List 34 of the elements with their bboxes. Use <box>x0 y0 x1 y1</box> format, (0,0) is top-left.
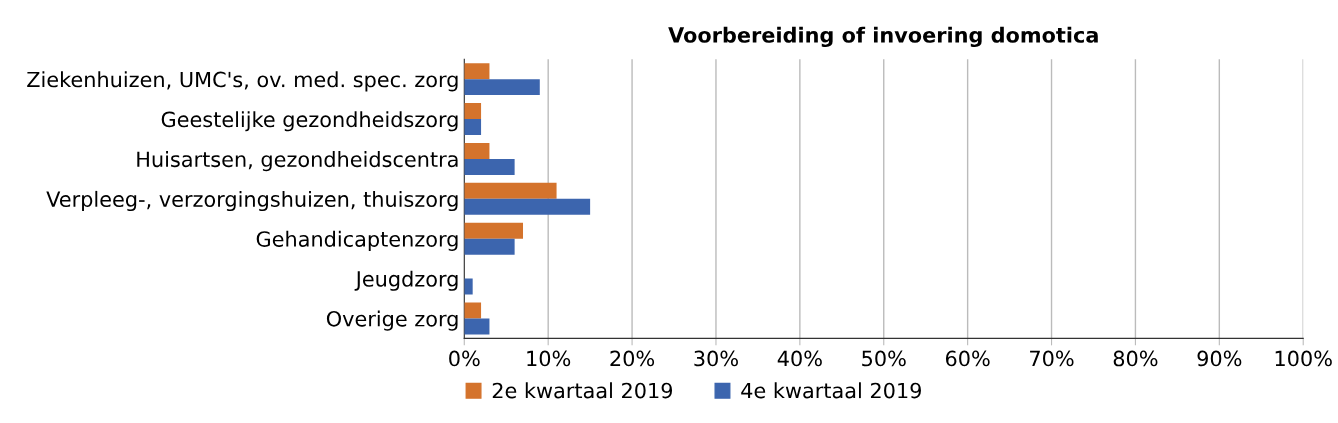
bar <box>464 302 482 319</box>
bar <box>464 103 482 120</box>
bar <box>464 198 591 215</box>
legend-label: 2e kwartaal 2019 <box>492 382 673 399</box>
bar <box>464 278 473 295</box>
chart-title: Voorbereiding of invoering domotica <box>668 26 1098 48</box>
bar <box>464 238 515 255</box>
y-tick-label: Huisartsen, gezondheidscentra <box>137 151 458 172</box>
x-tick-label: 30% <box>694 350 738 367</box>
y-tick-label: Geestelijke gezondheidszorg <box>161 111 458 132</box>
x-tick-label: 20% <box>610 350 655 367</box>
x-tick-label: 10% <box>527 350 571 367</box>
x-tick-label: 40% <box>777 350 822 367</box>
y-tick-label: Verpleeg-, verzorgingshuizen, thuiszorg <box>46 190 458 212</box>
bar <box>464 318 490 335</box>
x-tick-label: 90% <box>1197 350 1242 367</box>
bar <box>464 119 482 135</box>
x-tick-label: 100% <box>1275 350 1332 367</box>
bar <box>464 158 515 175</box>
x-tick-label: 80% <box>1113 350 1158 367</box>
bar <box>464 222 524 239</box>
bar <box>464 79 540 96</box>
bar <box>464 142 490 159</box>
legend-label: 4e kwartaal 2019 <box>741 382 921 399</box>
x-tick-label: 60% <box>945 350 990 367</box>
x-tick-label: 50% <box>862 350 906 367</box>
x-tick-label: 0% <box>449 350 480 367</box>
y-tick-label: Gehandicaptenzorg <box>256 230 458 251</box>
y-tick-label: Jeugdzorg <box>354 270 458 291</box>
bar <box>464 63 490 80</box>
y-tick-label: Overige zorg <box>326 310 458 331</box>
bar <box>464 182 557 199</box>
y-tick-label: Ziekenhuizen, UMC's, ov. med. spec. zorg <box>27 71 458 92</box>
x-tick-label: 70% <box>1030 350 1074 367</box>
